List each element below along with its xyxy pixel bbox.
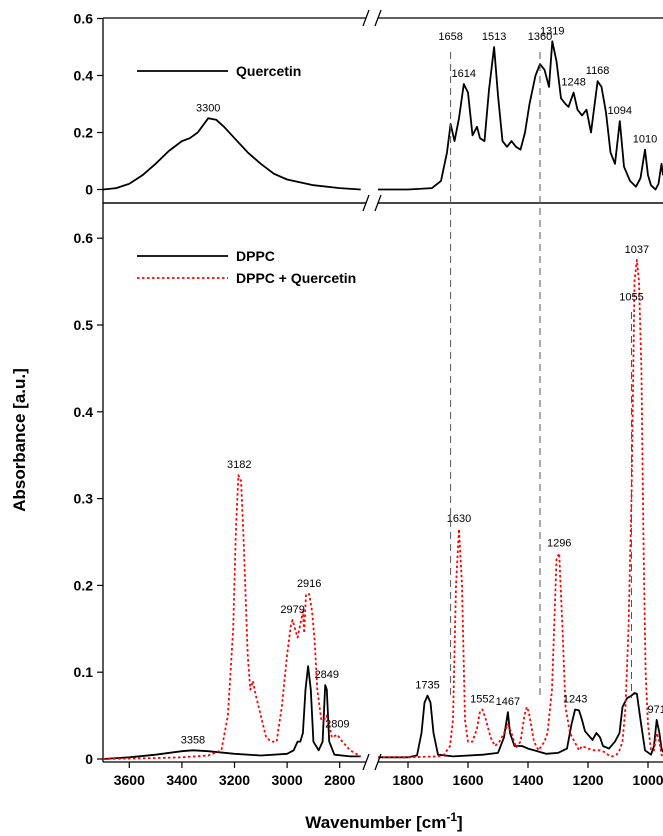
y-tick-label: 0.6: [74, 230, 94, 246]
peak-label: 1296: [547, 537, 571, 549]
legend-label: DPPC + Quercetin: [236, 270, 356, 286]
axis-break-gap: [366, 197, 378, 209]
series-line-quercetin-low-region: [378, 40, 663, 191]
axis-break-slash: [362, 194, 370, 212]
y-tick-label: 0.4: [74, 68, 94, 84]
x-axis-title-main: Wavenumber [cm: [305, 813, 446, 832]
x-tick-label: 1400: [512, 772, 543, 788]
peak-label: 1360: [528, 31, 552, 43]
axis-break-slash: [362, 9, 370, 27]
x-tick-label: 1800: [392, 772, 423, 788]
axis-break-slash: [374, 9, 382, 27]
bottom-panel-dppc: 0 0.1 0.2 0.3 0.4 0.5 0.6 3600 3400 3200 3000 2800 1…: [74, 202, 663, 788]
series-line-quercetin-high-region: [103, 117, 361, 191]
peak-label: 1243: [563, 694, 587, 706]
y-tick-label: 0: [85, 751, 93, 767]
legend-label: DPPC: [236, 248, 275, 264]
peak-label: 2916: [297, 578, 321, 590]
peak-label: 1552: [470, 694, 494, 706]
peak-label: 2849: [315, 669, 339, 681]
reference-guide-lines: [450, 52, 632, 698]
x-axis-title-superscript: -1: [446, 810, 457, 824]
y-tick-label: 0.2: [74, 125, 94, 141]
x-tick-label: 1200: [572, 772, 603, 788]
peak-label: 3358: [181, 734, 205, 746]
peak-label: 1037: [625, 244, 649, 256]
y-axis-title: Absorbance [a.u.]: [10, 368, 29, 512]
x-tick-label: 3000: [272, 772, 303, 788]
peak-label: 1248: [561, 77, 585, 89]
y-tick-label: 0.6: [74, 11, 94, 27]
series-line-dppc-low-region: [378, 692, 663, 759]
axis-break-slash: [374, 753, 382, 771]
peak-label: 1630: [447, 513, 471, 525]
y-tick-label: 0: [85, 182, 93, 198]
peak-label: 1735: [415, 680, 439, 692]
peak-label: 971: [648, 704, 663, 716]
x-tick-label: 3600: [114, 772, 145, 788]
legend-label: Quercetin: [236, 63, 301, 79]
x-tick-label: 3200: [219, 772, 250, 788]
y-tick-label: 0.2: [74, 577, 94, 593]
peak-label: 1319: [540, 25, 564, 37]
x-axis-title-end: ]: [457, 813, 463, 832]
peak-label: 1168: [586, 65, 610, 77]
y-tick-label: 0.5: [74, 317, 94, 333]
series-line-dppc-high-region: [103, 665, 361, 760]
peak-label: 1614: [452, 68, 476, 80]
peak-label: 3182: [227, 459, 251, 471]
x-tick-label: 2800: [324, 772, 355, 788]
peak-label: 1513: [482, 31, 506, 43]
x-tick-label: 1000: [632, 772, 663, 788]
axis-break-gap: [366, 12, 378, 24]
series-line-dppc-quercetin-high-region: [103, 474, 362, 760]
y-tick-label: 0.4: [74, 404, 94, 420]
peak-label: 1010: [633, 134, 657, 146]
x-tick-label: 1600: [452, 772, 483, 788]
axis-break-markers: [362, 9, 382, 771]
axis-break-slash: [362, 753, 370, 771]
peak-label: 2809: [325, 719, 349, 731]
axis-break-slash: [374, 194, 382, 212]
peak-label: 1467: [496, 696, 520, 708]
peak-label: 3300: [196, 102, 220, 114]
axis-break-gap: [366, 756, 378, 768]
series-line-dppc-quercetin-low-region: [378, 258, 663, 759]
x-axis-title: Wavenumber [cm-1]: [305, 810, 462, 832]
peak-label: 1658: [438, 31, 462, 43]
y-tick-label: 0.1: [74, 664, 94, 680]
peak-label: 1055: [619, 292, 643, 304]
peak-label: 2979: [280, 604, 304, 616]
y-tick-label: 0.3: [74, 491, 94, 507]
x-tick-label: 3400: [166, 772, 197, 788]
peak-label: 1094: [608, 105, 632, 117]
